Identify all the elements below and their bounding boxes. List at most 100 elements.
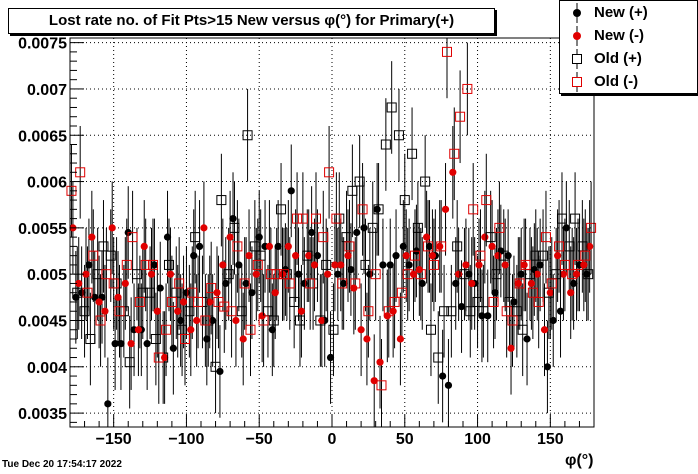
data-point bbox=[297, 213, 308, 224]
data-point bbox=[187, 287, 198, 298]
data-point bbox=[475, 250, 486, 261]
data-point bbox=[459, 269, 470, 280]
data-point bbox=[114, 293, 122, 301]
data-point bbox=[105, 250, 116, 261]
data-point bbox=[523, 335, 531, 343]
data-point bbox=[318, 316, 326, 325]
data-point bbox=[177, 316, 185, 325]
data-point bbox=[527, 279, 536, 288]
data-point bbox=[150, 334, 161, 345]
data-point bbox=[229, 215, 237, 223]
data-point bbox=[567, 269, 578, 280]
data-point bbox=[357, 326, 365, 334]
data-point bbox=[308, 228, 316, 237]
data-point bbox=[334, 270, 342, 278]
data-point bbox=[245, 324, 256, 335]
data-point bbox=[187, 326, 195, 334]
data-point bbox=[179, 298, 188, 306]
x-tick-label: −50 bbox=[246, 431, 273, 448]
legend-item-old-plus: Old (+) bbox=[560, 48, 697, 70]
y-tick-label: 0.004 bbox=[27, 360, 67, 377]
data-point bbox=[370, 269, 381, 280]
data-point bbox=[520, 261, 528, 269]
data-point bbox=[446, 306, 457, 317]
data-point bbox=[302, 250, 313, 261]
data-point bbox=[161, 324, 172, 335]
data-point bbox=[252, 270, 260, 278]
data-point bbox=[436, 242, 444, 250]
data-point bbox=[190, 252, 198, 260]
data-point bbox=[242, 130, 253, 141]
data-point bbox=[294, 270, 303, 278]
data-point bbox=[546, 289, 554, 297]
y-tick-label: 0.0055 bbox=[18, 221, 67, 238]
data-point bbox=[462, 83, 473, 94]
data-point bbox=[396, 335, 405, 343]
open-square-marker-icon bbox=[572, 72, 582, 92]
axes bbox=[69, 37, 595, 428]
data-point bbox=[386, 102, 397, 113]
data-point bbox=[292, 213, 303, 224]
data-point bbox=[501, 306, 512, 317]
data-point bbox=[457, 302, 466, 311]
data-point bbox=[514, 279, 522, 288]
data-point bbox=[517, 270, 525, 278]
data-point bbox=[88, 250, 99, 261]
data-point bbox=[530, 250, 541, 261]
data-point bbox=[468, 204, 479, 215]
data-point bbox=[166, 296, 177, 307]
data-point bbox=[284, 242, 292, 250]
data-point bbox=[239, 278, 250, 289]
data-point bbox=[121, 279, 129, 288]
data-point bbox=[546, 278, 557, 289]
data-point bbox=[313, 252, 322, 260]
data-markers bbox=[66, 46, 597, 408]
y-tick-label: 0.0035 bbox=[18, 406, 67, 423]
data-point bbox=[163, 259, 174, 270]
data-point bbox=[353, 228, 361, 237]
legend-item-new-minus: New (-) bbox=[560, 25, 697, 47]
data-point bbox=[318, 232, 329, 243]
data-point bbox=[236, 306, 247, 317]
data-point bbox=[350, 278, 361, 289]
data-point bbox=[331, 261, 339, 269]
data-point bbox=[418, 279, 426, 288]
data-point bbox=[276, 204, 287, 215]
data-point bbox=[363, 306, 374, 317]
data-point bbox=[465, 306, 476, 317]
data-point bbox=[507, 315, 518, 326]
data-point bbox=[428, 252, 437, 260]
data-point bbox=[134, 326, 143, 334]
data-point bbox=[468, 279, 476, 288]
data-point bbox=[344, 241, 355, 252]
data-point bbox=[271, 289, 279, 297]
data-point bbox=[449, 168, 457, 176]
data-point bbox=[147, 259, 158, 270]
data-point bbox=[88, 233, 96, 241]
data-point bbox=[586, 242, 594, 250]
data-point bbox=[379, 261, 387, 269]
data-point bbox=[300, 279, 308, 288]
data-point bbox=[193, 316, 201, 325]
data-point bbox=[452, 279, 460, 288]
data-point bbox=[310, 261, 319, 269]
data-point bbox=[150, 261, 159, 269]
data-point bbox=[206, 298, 214, 306]
data-point bbox=[91, 293, 99, 301]
data-point bbox=[143, 340, 151, 348]
data-point bbox=[540, 326, 549, 334]
data-point bbox=[436, 241, 447, 252]
data-point bbox=[321, 259, 332, 270]
data-point bbox=[252, 259, 263, 270]
data-point bbox=[562, 224, 570, 232]
timestamp: Tue Dec 20 17:54:17 2022 bbox=[2, 459, 122, 470]
data-point bbox=[559, 259, 570, 270]
data-point bbox=[420, 176, 431, 187]
data-point bbox=[441, 46, 452, 57]
x-tick-label: 100 bbox=[464, 431, 491, 448]
data-point bbox=[540, 232, 551, 243]
data-point bbox=[478, 306, 489, 317]
data-point bbox=[370, 377, 378, 385]
data-point bbox=[203, 335, 211, 343]
